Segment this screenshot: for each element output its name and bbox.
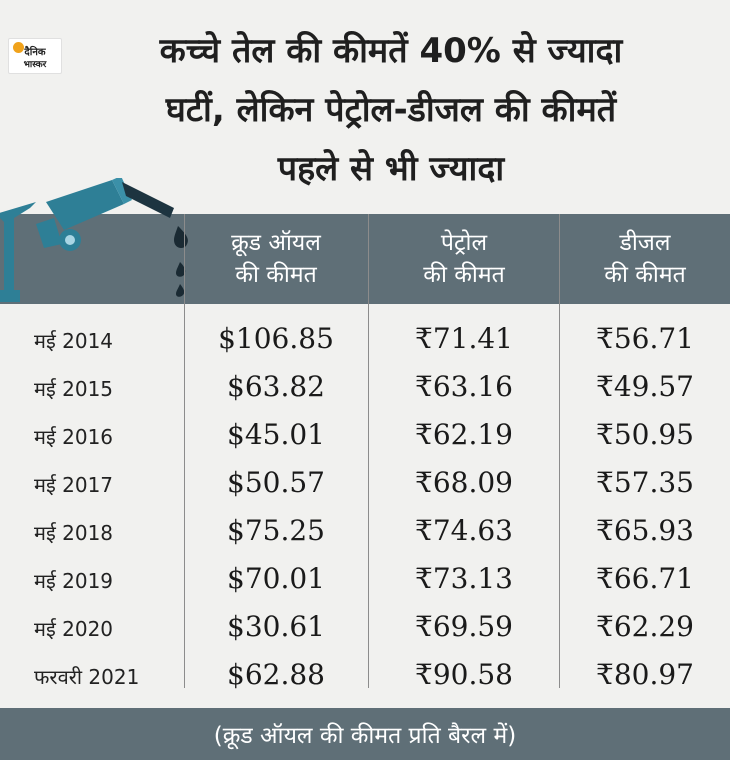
table-row: फरवरी 2021 $62.88 ₹90.58 ₹80.97	[0, 652, 730, 700]
column-header-petrol: पेट्रोल की कीमत	[369, 214, 559, 304]
column-header-diesel: डीजल की कीमत	[560, 214, 730, 304]
crude-price: $30.61	[227, 610, 325, 643]
diesel-price: ₹80.97	[596, 658, 694, 691]
table-row: मई 2015 $63.82 ₹63.16 ₹49.57	[0, 364, 730, 412]
column-divider	[559, 214, 560, 688]
crude-price: $50.57	[227, 466, 325, 499]
table-row: मई 2016 $45.01 ₹62.19 ₹50.95	[0, 412, 730, 460]
column-header-diesel-line-1: डीजल	[619, 230, 671, 256]
column-header-crude-line-1: क्रूड ऑयल	[231, 230, 321, 256]
column-divider	[184, 214, 185, 688]
table-row: मई 2018 $75.25 ₹74.63 ₹65.93	[0, 508, 730, 556]
petrol-price: ₹73.13	[415, 562, 513, 595]
petrol-price: ₹71.41	[415, 322, 513, 355]
footnote-band: (क्रूड ऑयल की कीमत प्रति बैरल में)	[0, 708, 730, 760]
price-table-body: मई 2014 $106.85 ₹71.41 ₹56.71 मई 2015 $6…	[0, 316, 730, 700]
petrol-price: ₹74.63	[415, 514, 513, 547]
crude-price: $45.01	[227, 418, 325, 451]
table-row: मई 2017 $50.57 ₹68.09 ₹57.35	[0, 460, 730, 508]
diesel-price: ₹56.71	[596, 322, 694, 355]
petrol-price: ₹62.19	[415, 418, 513, 451]
column-divider	[368, 214, 369, 688]
row-date: मई 2016	[34, 425, 114, 449]
row-date: मई 2017	[34, 473, 114, 497]
crude-price: $75.25	[227, 514, 325, 547]
row-date: मई 2018	[34, 521, 114, 545]
table-row: मई 2019 $70.01 ₹73.13 ₹66.71	[0, 556, 730, 604]
petrol-price: ₹69.59	[415, 610, 513, 643]
crude-price: $106.85	[218, 322, 334, 355]
column-header-petrol-line-2: की कीमत	[423, 262, 505, 288]
logo-line-2: भास्कर	[23, 60, 47, 70]
column-header-crude: क्रूड ऑयल की कीमत	[184, 214, 368, 304]
crude-price: $63.82	[227, 370, 325, 403]
diesel-price: ₹66.71	[596, 562, 694, 595]
column-header-crude-line-2: की कीमत	[235, 262, 317, 288]
table-row: मई 2014 $106.85 ₹71.41 ₹56.71	[0, 316, 730, 364]
logo-line-1: दैनिक	[24, 47, 46, 58]
brand-logo: दैनिक भास्कर	[8, 38, 62, 74]
diesel-price: ₹65.93	[596, 514, 694, 547]
column-header-petrol-line-1: पेट्रोल	[440, 230, 488, 256]
headline-line-2: घटीं, लेकिन पेट्रोल-डीजल की कीमतें	[165, 90, 617, 130]
row-date: मई 2019	[34, 569, 114, 593]
petrol-price: ₹90.58	[415, 658, 513, 691]
crude-price: $70.01	[227, 562, 325, 595]
row-date: मई 2014	[34, 329, 114, 353]
fuel-nozzle-icon	[0, 178, 188, 302]
footnote: (क्रूड ऑयल की कीमत प्रति बैरल में)	[213, 723, 517, 749]
petrol-price: ₹68.09	[415, 466, 513, 499]
diesel-price: ₹49.57	[596, 370, 694, 403]
table-row: मई 2020 $30.61 ₹69.59 ₹62.29	[0, 604, 730, 652]
diesel-price: ₹62.29	[596, 610, 694, 643]
logo-sun-icon	[13, 42, 24, 53]
crude-price: $62.88	[227, 658, 325, 691]
row-date: मई 2020	[34, 617, 114, 641]
headline-line-1: कच्चे तेल की कीमतें 40% से ज्यादा	[159, 31, 623, 71]
table-header-band	[0, 214, 730, 304]
row-date: मई 2015	[34, 377, 114, 401]
headline: कच्चे तेल की कीमतें 40% से ज्यादा घटीं, …	[66, 22, 716, 199]
diesel-price: ₹57.35	[596, 466, 694, 499]
petrol-price: ₹63.16	[415, 370, 513, 403]
column-header-diesel-line-2: की कीमत	[604, 262, 686, 288]
row-date: फरवरी 2021	[34, 665, 140, 689]
headline-line-3: पहले से भी ज्यादा	[277, 149, 505, 189]
diesel-price: ₹50.95	[596, 418, 694, 451]
